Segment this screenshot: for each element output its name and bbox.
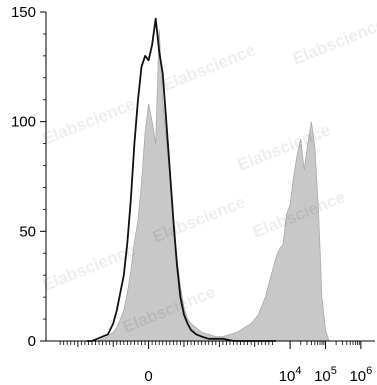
- x-tick-label-1: 104: [279, 365, 302, 385]
- x-tick-label-exponent-1: 4: [295, 365, 301, 377]
- outline-layer: [86, 17, 276, 342]
- x-tick-label-exponent-2: 5: [331, 365, 337, 377]
- y-tick-label-100: 100: [11, 114, 36, 131]
- y-tick-label-150: 150: [11, 4, 36, 21]
- filled-histogram-series-2: [86, 29, 330, 342]
- outline-histogram-series-1: [86, 17, 276, 342]
- fill-layer: [86, 29, 330, 342]
- x-tick-label-exponent-3: 6: [366, 365, 372, 377]
- x-tick-label-3: 106: [349, 365, 372, 385]
- x-tick-label-2: 105: [314, 365, 337, 385]
- x-tick-label-0: 0: [144, 368, 152, 385]
- y-tick-label-50: 50: [19, 223, 36, 240]
- y-tick-label-0: 0: [28, 333, 36, 350]
